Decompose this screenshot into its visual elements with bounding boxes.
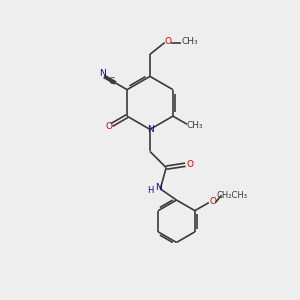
Text: CH₃: CH₃	[187, 121, 203, 130]
Text: O: O	[209, 196, 217, 206]
Text: O: O	[106, 122, 113, 131]
Text: CH₃: CH₃	[182, 37, 198, 46]
Text: N: N	[99, 69, 106, 78]
Text: N: N	[155, 183, 162, 192]
Text: N: N	[147, 125, 153, 134]
Text: C: C	[109, 77, 115, 86]
Text: O: O	[165, 37, 172, 46]
Text: O: O	[187, 160, 194, 169]
Text: H: H	[147, 186, 153, 195]
Text: CH₂CH₃: CH₂CH₃	[216, 191, 247, 200]
